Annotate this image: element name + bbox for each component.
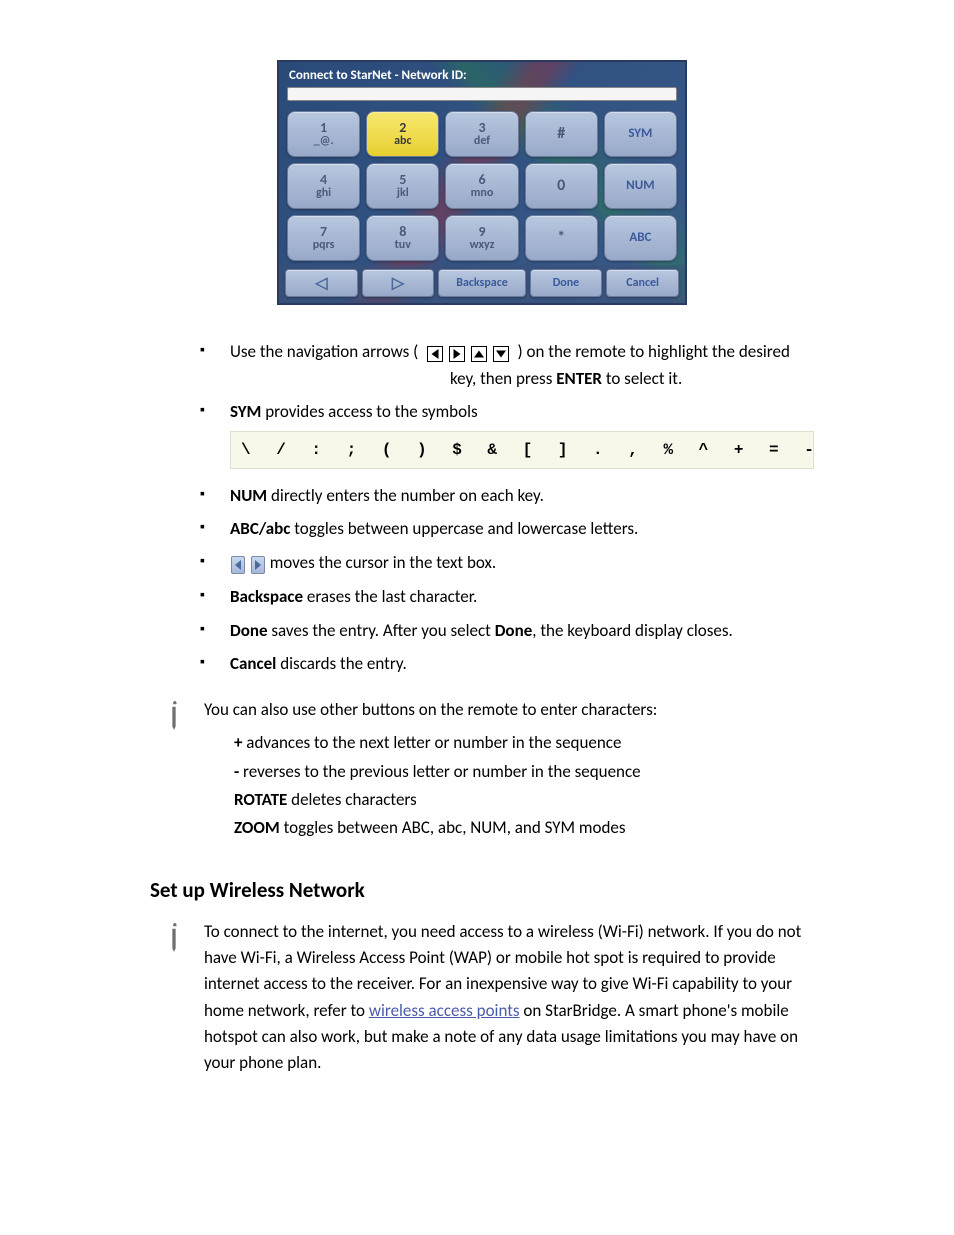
cursor-right-button[interactable]: ▷ [362, 269, 435, 297]
instruction-cursor-arrows: moves the cursor in the text box. [200, 546, 814, 581]
pencil-icon [154, 917, 194, 957]
plus-line: + advances to the next letter or number … [234, 729, 814, 757]
instruction-sym: SYM provides access to the symbols \ / :… [200, 395, 814, 479]
nav-prefix: Use the navigation arrows ( [230, 341, 418, 362]
instruction-cancel: Cancel discards the entry. [200, 647, 814, 681]
key-7[interactable]: 7pqrs [287, 215, 360, 261]
nav-arrow-icons [426, 340, 510, 366]
cursor-arrow-icons [230, 551, 266, 577]
key-#[interactable]: # [525, 111, 598, 157]
key-2[interactable]: 2abc [366, 111, 439, 157]
enter-label: ENTER [556, 368, 602, 389]
cursor-right-icon [251, 556, 265, 574]
keypad-bottom-row: ◁ ▷ Backspace Done Cancel [279, 265, 685, 303]
remote-controls-list: + advances to the next letter or number … [234, 729, 814, 842]
sym-label: SYM [230, 401, 261, 422]
key-ABC[interactable]: ABC [604, 215, 677, 261]
instruction-nav-arrows: Use the navigation arrows ( ) on the rem… [200, 335, 814, 395]
key-NUM[interactable]: NUM [604, 163, 677, 209]
backspace-button[interactable]: Backspace [438, 269, 525, 297]
rotate-line: ROTATE deletes characters [234, 786, 814, 814]
instructions-list: Use the navigation arrows ( ) on the rem… [200, 335, 814, 681]
key-SYM[interactable]: SYM [604, 111, 677, 157]
key-4[interactable]: 4ghi [287, 163, 360, 209]
backspace-label: Backspace [230, 586, 303, 607]
keypad-panel: Connect to StarNet - Network ID: 1_@.2ab… [277, 60, 687, 305]
instruction-done: Done saves the entry. After you select D… [200, 614, 814, 648]
instruction-num: NUM directly enters the number on each k… [200, 479, 814, 513]
key-8[interactable]: 8tuv [366, 215, 439, 261]
key-5[interactable]: 5jkl [366, 163, 439, 209]
arrow-down-icon [493, 346, 509, 362]
key-6[interactable]: 6mno [445, 163, 518, 209]
symbols-box: \ / : ; ( ) $ & [ ] . , % ^ + = - | < > … [230, 431, 814, 469]
key-9[interactable]: 9wxyz [445, 215, 518, 261]
cancel-button[interactable]: Cancel [606, 269, 679, 297]
cancel-label: Cancel [230, 653, 276, 674]
num-label: NUM [230, 485, 267, 506]
instruction-abc: ABC/abc toggles between uppercase and lo… [200, 512, 814, 546]
note1-text: You can also use other buttons on the re… [204, 697, 814, 723]
abc-label: ABC/abc [230, 518, 290, 539]
key-*[interactable]: * [525, 215, 598, 261]
pencil-icon [154, 695, 194, 735]
arrow-right-icon [449, 346, 465, 362]
done-button[interactable]: Done [530, 269, 603, 297]
key-1[interactable]: 1_@. [287, 111, 360, 157]
minus-line: - reverses to the previous letter or num… [234, 758, 814, 786]
nav-mid: ) on the remote to highlight the desired [518, 341, 790, 362]
wifi-note-body: To connect to the internet, you need acc… [204, 919, 814, 1077]
section-heading: Set up Wireless Network [150, 877, 814, 903]
keypad-grid: 1_@.2abc3def#SYM 4ghi5jkl6mno0NUM 7pqrs8tu… [279, 107, 685, 265]
done-label: Done [230, 620, 268, 641]
remote-buttons-note: You can also use other buttons on the re… [160, 697, 814, 843]
instruction-backspace: Backspace erases the last character. [200, 580, 814, 614]
arrow-up-icon [471, 346, 487, 362]
key-3[interactable]: 3def [445, 111, 518, 157]
cursor-left-icon [231, 556, 245, 574]
wifi-note: To connect to the internet, you need acc… [160, 919, 814, 1077]
wap-link[interactable]: wireless access points [369, 1000, 520, 1021]
key-0[interactable]: 0 [525, 163, 598, 209]
cursor-left-button[interactable]: ◁ [285, 269, 358, 297]
nav-line2: key, then press ENTER to select it. [450, 366, 814, 392]
network-id-input[interactable] [287, 87, 677, 101]
arrow-left-icon [427, 346, 443, 362]
zoom-line: ZOOM toggles between ABC, abc, NUM, and … [234, 814, 814, 842]
keypad-title: Connect to StarNet - Network ID: [279, 62, 685, 87]
